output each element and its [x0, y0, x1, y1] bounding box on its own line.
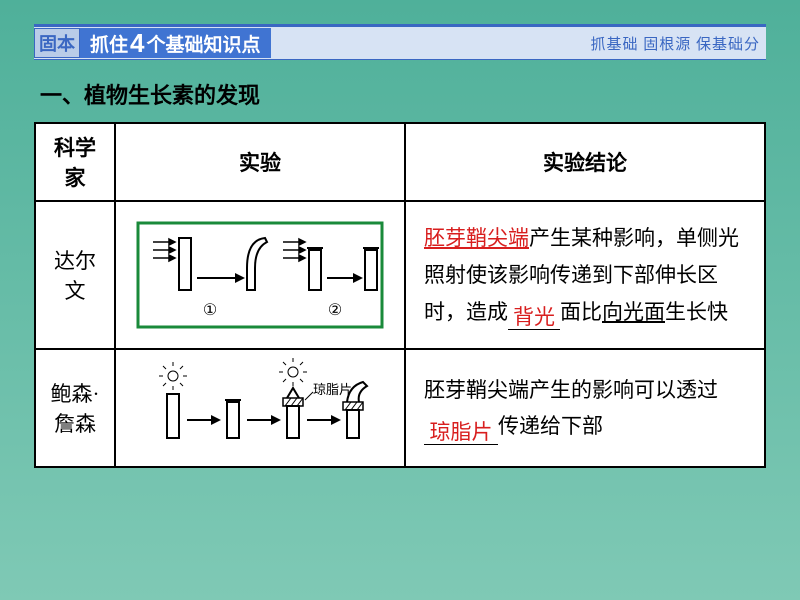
- header-badge: 固本: [34, 28, 80, 58]
- slide: 固本 抓住 4 个基础知识点 抓基础 固根源 保基础分 一、植物生长素的发现 科…: [0, 0, 800, 600]
- header-title-post: 个基础知识点: [146, 30, 260, 57]
- experiment-cell: 琼脂片: [115, 349, 405, 467]
- fill-blank: 琼脂片: [424, 421, 498, 445]
- diagram-label-2: ②: [328, 302, 342, 319]
- table-row: 鲍森· 詹森: [35, 349, 765, 467]
- scientist-cell: 鲍森· 詹森: [35, 349, 115, 467]
- scientist-line1: 达尔: [54, 249, 96, 273]
- section-title: 一、植物生长素的发现: [40, 78, 766, 110]
- header-title: 抓住 4 个基础知识点: [80, 28, 271, 58]
- darwin-diagram-svg: ①: [135, 220, 385, 330]
- scientist-cell: 达尔 文: [35, 201, 115, 349]
- header-title-pre: 抓住: [90, 30, 128, 57]
- jensen-diagram-svg: 琼脂片: [135, 358, 385, 458]
- darwin-diagram: ①: [130, 220, 390, 330]
- th-scientist: 科学家: [35, 123, 115, 201]
- th-experiment: 实验: [115, 123, 405, 201]
- th-conclusion: 实验结论: [405, 123, 765, 201]
- agar-label: 琼脂片: [313, 382, 352, 397]
- table-header-row: 科学家 实验 实验结论: [35, 123, 765, 201]
- header-subtitle: 抓基础 固根源 保基础分: [590, 33, 766, 54]
- conclusion-cell: 胚芽鞘尖端产生某种影响，单侧光照射使该影响传递到下部伸长区时，造成背光面比向光面…: [405, 201, 765, 349]
- scientist-line2: 文: [65, 279, 86, 303]
- jensen-diagram: 琼脂片: [130, 358, 390, 458]
- scientist-line1: 鲍森·: [51, 382, 100, 406]
- header-title-number: 4: [130, 28, 144, 59]
- fill-blank: 背光: [508, 306, 560, 330]
- conclusion-cell: 胚芽鞘尖端产生的影响可以透过琼脂片传递给下部: [405, 349, 765, 467]
- scientist-line2: 詹森: [54, 412, 96, 436]
- header-bar: 固本 抓住 4 个基础知识点 抓基础 固根源 保基础分: [34, 24, 766, 60]
- diagram-label-1: ①: [203, 302, 217, 319]
- experiment-cell: ①: [115, 201, 405, 349]
- table-row: 达尔 文: [35, 201, 765, 349]
- content-table: 科学家 实验 实验结论 达尔 文: [34, 122, 766, 468]
